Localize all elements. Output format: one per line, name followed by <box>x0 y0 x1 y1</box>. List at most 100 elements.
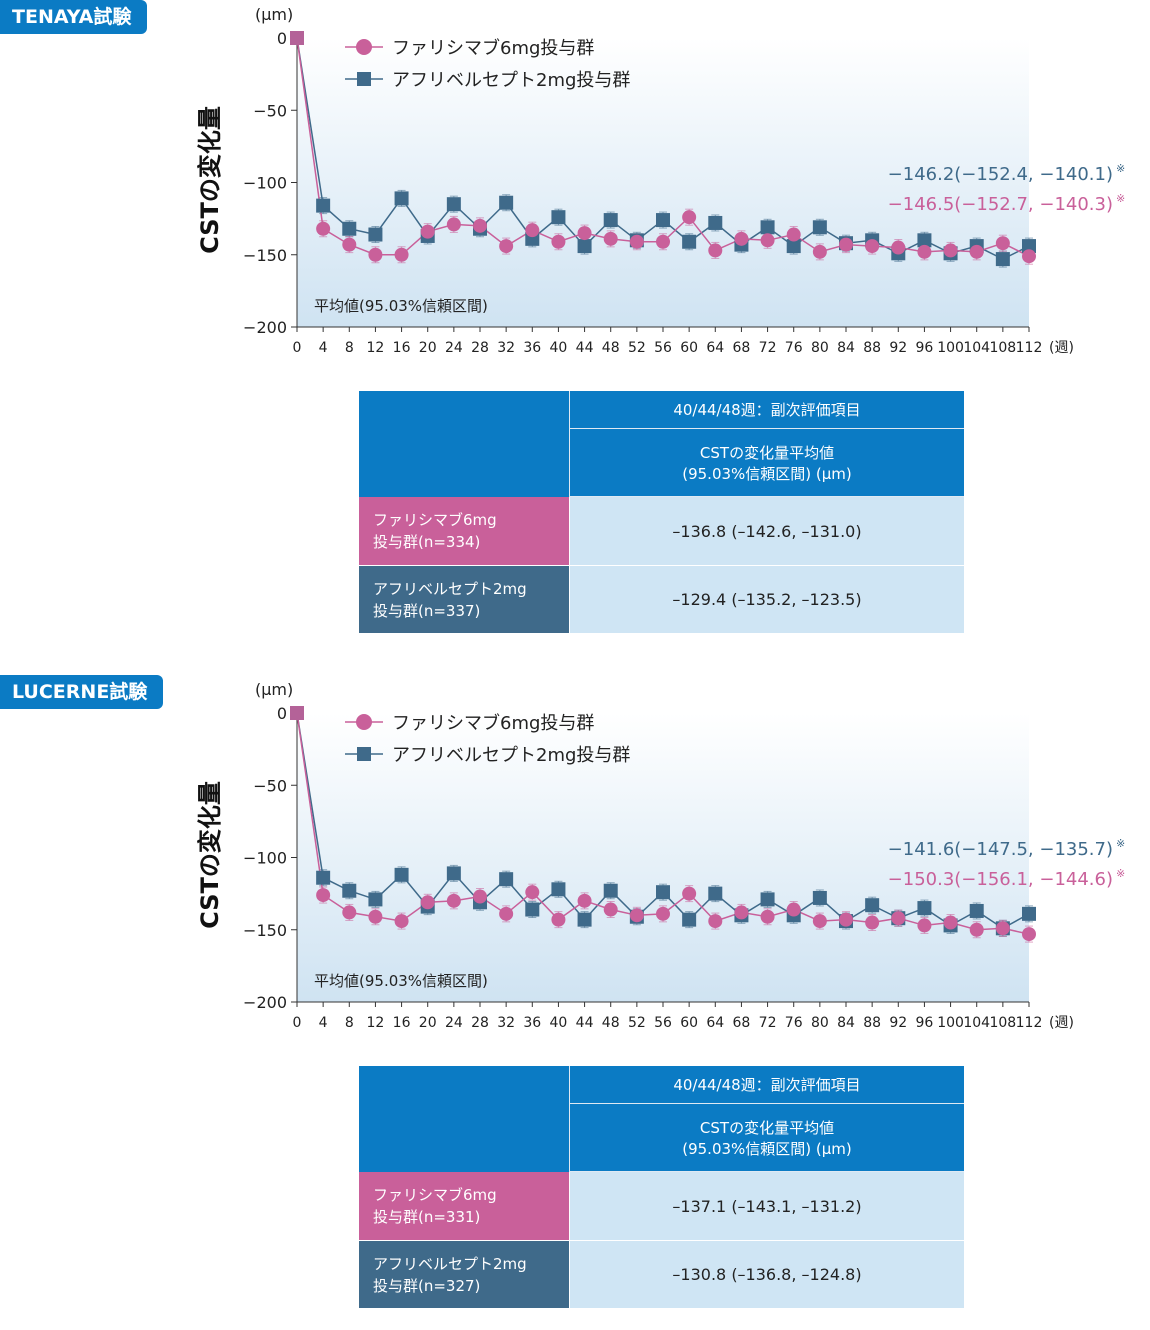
point-aflibercept <box>708 215 723 230</box>
x-tick-label: 112 <box>1016 340 1043 356</box>
x-tick-label: 84 <box>837 340 855 356</box>
point-aflibercept <box>917 233 932 248</box>
x-tick-label: 60 <box>680 1015 698 1031</box>
point-faricimab <box>577 893 592 908</box>
point-faricimab <box>446 217 461 232</box>
row-faricimab-label: ファリシマブ6mg 投与群(n=331) <box>359 1172 569 1240</box>
point-aflibercept <box>551 210 566 225</box>
tenaya-panel: TENAYA試験 0 −50 −100 −150 −200 (μm) CSTの変化量 0 4 8 1… <box>0 0 1150 655</box>
point-faricimab <box>499 906 514 921</box>
x-tick-label: 20 <box>419 1015 437 1031</box>
annotation-mark: ※ <box>1116 837 1125 850</box>
row-aflibercept-label-line2: 投与群(n=337) <box>373 601 481 620</box>
point-aflibercept <box>917 901 932 916</box>
point-aflibercept <box>969 903 984 918</box>
point-faricimab <box>656 906 670 921</box>
point-faricimab <box>917 244 932 259</box>
row-aflibercept-value: –129.4 (–135.2, –123.5) <box>569 565 964 633</box>
row-aflibercept-label-line2: 投与群(n=327) <box>373 1276 481 1295</box>
x-tick-label: 100 <box>937 340 964 356</box>
point-aflibercept <box>342 221 357 236</box>
x-tick-label: 60 <box>680 340 698 356</box>
point-aflibercept <box>656 213 670 228</box>
table-header-sub-line1: CSTの変化量平均値 <box>699 443 835 462</box>
x-tick-label: 36 <box>523 340 541 356</box>
point-faricimab <box>394 914 409 929</box>
point-faricimab <box>812 914 827 929</box>
point-faricimab <box>969 922 984 937</box>
x-tick-label: 88 <box>863 1015 881 1031</box>
plot-area <box>297 713 1029 1002</box>
x-tick-label: 36 <box>523 1015 541 1031</box>
point-faricimab <box>316 221 331 236</box>
point-faricimab <box>551 912 566 927</box>
x-tick-label: 12 <box>367 1015 385 1031</box>
x-tick-label: 44 <box>576 1015 594 1031</box>
x-tick-label: 40 <box>550 1015 568 1031</box>
row-aflibercept-label: アフリベルセプト2mg 投与群(n=327) <box>359 1240 569 1308</box>
point-faricimab <box>342 905 357 920</box>
legend-marker-aflibercept <box>357 72 371 86</box>
lucerne-result-table: 40/44/48週：副次評価項目 CSTの変化量平均値 (95.03%信頼区間)… <box>359 1066 964 1308</box>
annotation-faricimab: −150.3(−156.1, −144.6) <box>888 869 1113 890</box>
legend-label-faricimab: ファリシマブ6mg投与群 <box>392 37 594 59</box>
point-faricimab <box>629 234 644 249</box>
annotation-mark: ※ <box>1116 162 1125 175</box>
point-faricimab <box>839 237 853 252</box>
plot-area <box>297 38 1029 327</box>
point-faricimab <box>865 239 880 254</box>
x-tick-label: 8 <box>345 340 354 356</box>
point-aflibercept <box>995 252 1010 267</box>
point-aflibercept <box>446 197 461 212</box>
point-faricimab <box>577 226 592 241</box>
point-aflibercept <box>656 885 670 900</box>
y-unit-label: (μm) <box>255 5 293 24</box>
x-tick-label: 48 <box>602 340 620 356</box>
y-tick-label: −150 <box>243 921 287 940</box>
point-faricimab <box>394 247 409 262</box>
point-faricimab <box>629 908 644 923</box>
point-faricimab <box>1022 927 1036 942</box>
row-aflibercept-label-line1: アフリベルセプト2mg <box>373 579 527 598</box>
study-tag: LUCERNE試験 <box>0 675 164 709</box>
x-tick-label: 56 <box>654 340 672 356</box>
x-tick-label: 88 <box>863 340 881 356</box>
point-aflibercept <box>525 902 540 917</box>
point-faricimab <box>812 244 827 259</box>
point-aflibercept <box>577 912 592 927</box>
point-aflibercept <box>577 239 592 254</box>
point-faricimab <box>551 234 566 249</box>
x-tick-label: 20 <box>419 340 437 356</box>
row-faricimab-label-line2: 投与群(n=331) <box>373 1208 481 1226</box>
point-faricimab <box>368 247 383 262</box>
x-unit-label: (週) <box>1049 340 1074 356</box>
point-aflibercept <box>446 866 461 881</box>
annotation-mark: ※ <box>1116 192 1125 205</box>
x-tick-label: 24 <box>445 1015 463 1031</box>
point-faricimab <box>891 911 906 926</box>
point-aflibercept <box>708 886 723 901</box>
point-faricimab <box>786 227 801 242</box>
x-tick-label: 16 <box>393 340 411 356</box>
point-faricimab <box>682 210 697 225</box>
legend-marker-aflibercept <box>357 747 371 761</box>
x-tick-label: 24 <box>445 340 463 356</box>
legend-marker-faricimab <box>356 714 372 730</box>
point-aflibercept <box>316 198 331 213</box>
point-aflibercept <box>342 883 357 898</box>
point-aflibercept <box>368 892 383 907</box>
y-tick-label: 0 <box>277 29 287 48</box>
point-faricimab <box>342 237 357 252</box>
point-faricimab <box>499 239 514 254</box>
table-corner <box>359 1066 569 1172</box>
table-header-sub-line1: CSTの変化量平均値 <box>699 1118 835 1137</box>
point-faricimab <box>839 912 853 927</box>
x-tick-label: 92 <box>889 1015 907 1031</box>
x-tick-label: 80 <box>811 340 829 356</box>
annotation-aflibercept: −146.2(−152.4, −140.1) <box>888 164 1113 185</box>
y-axis-title: CSTの変化量 <box>196 106 224 254</box>
row-faricimab-label-line1: ファリシマブ6mg <box>373 1186 497 1204</box>
legend-label-aflibercept: アフリベルセプト2mg投与群 <box>392 745 630 766</box>
x-tick-label: 80 <box>811 1015 829 1031</box>
